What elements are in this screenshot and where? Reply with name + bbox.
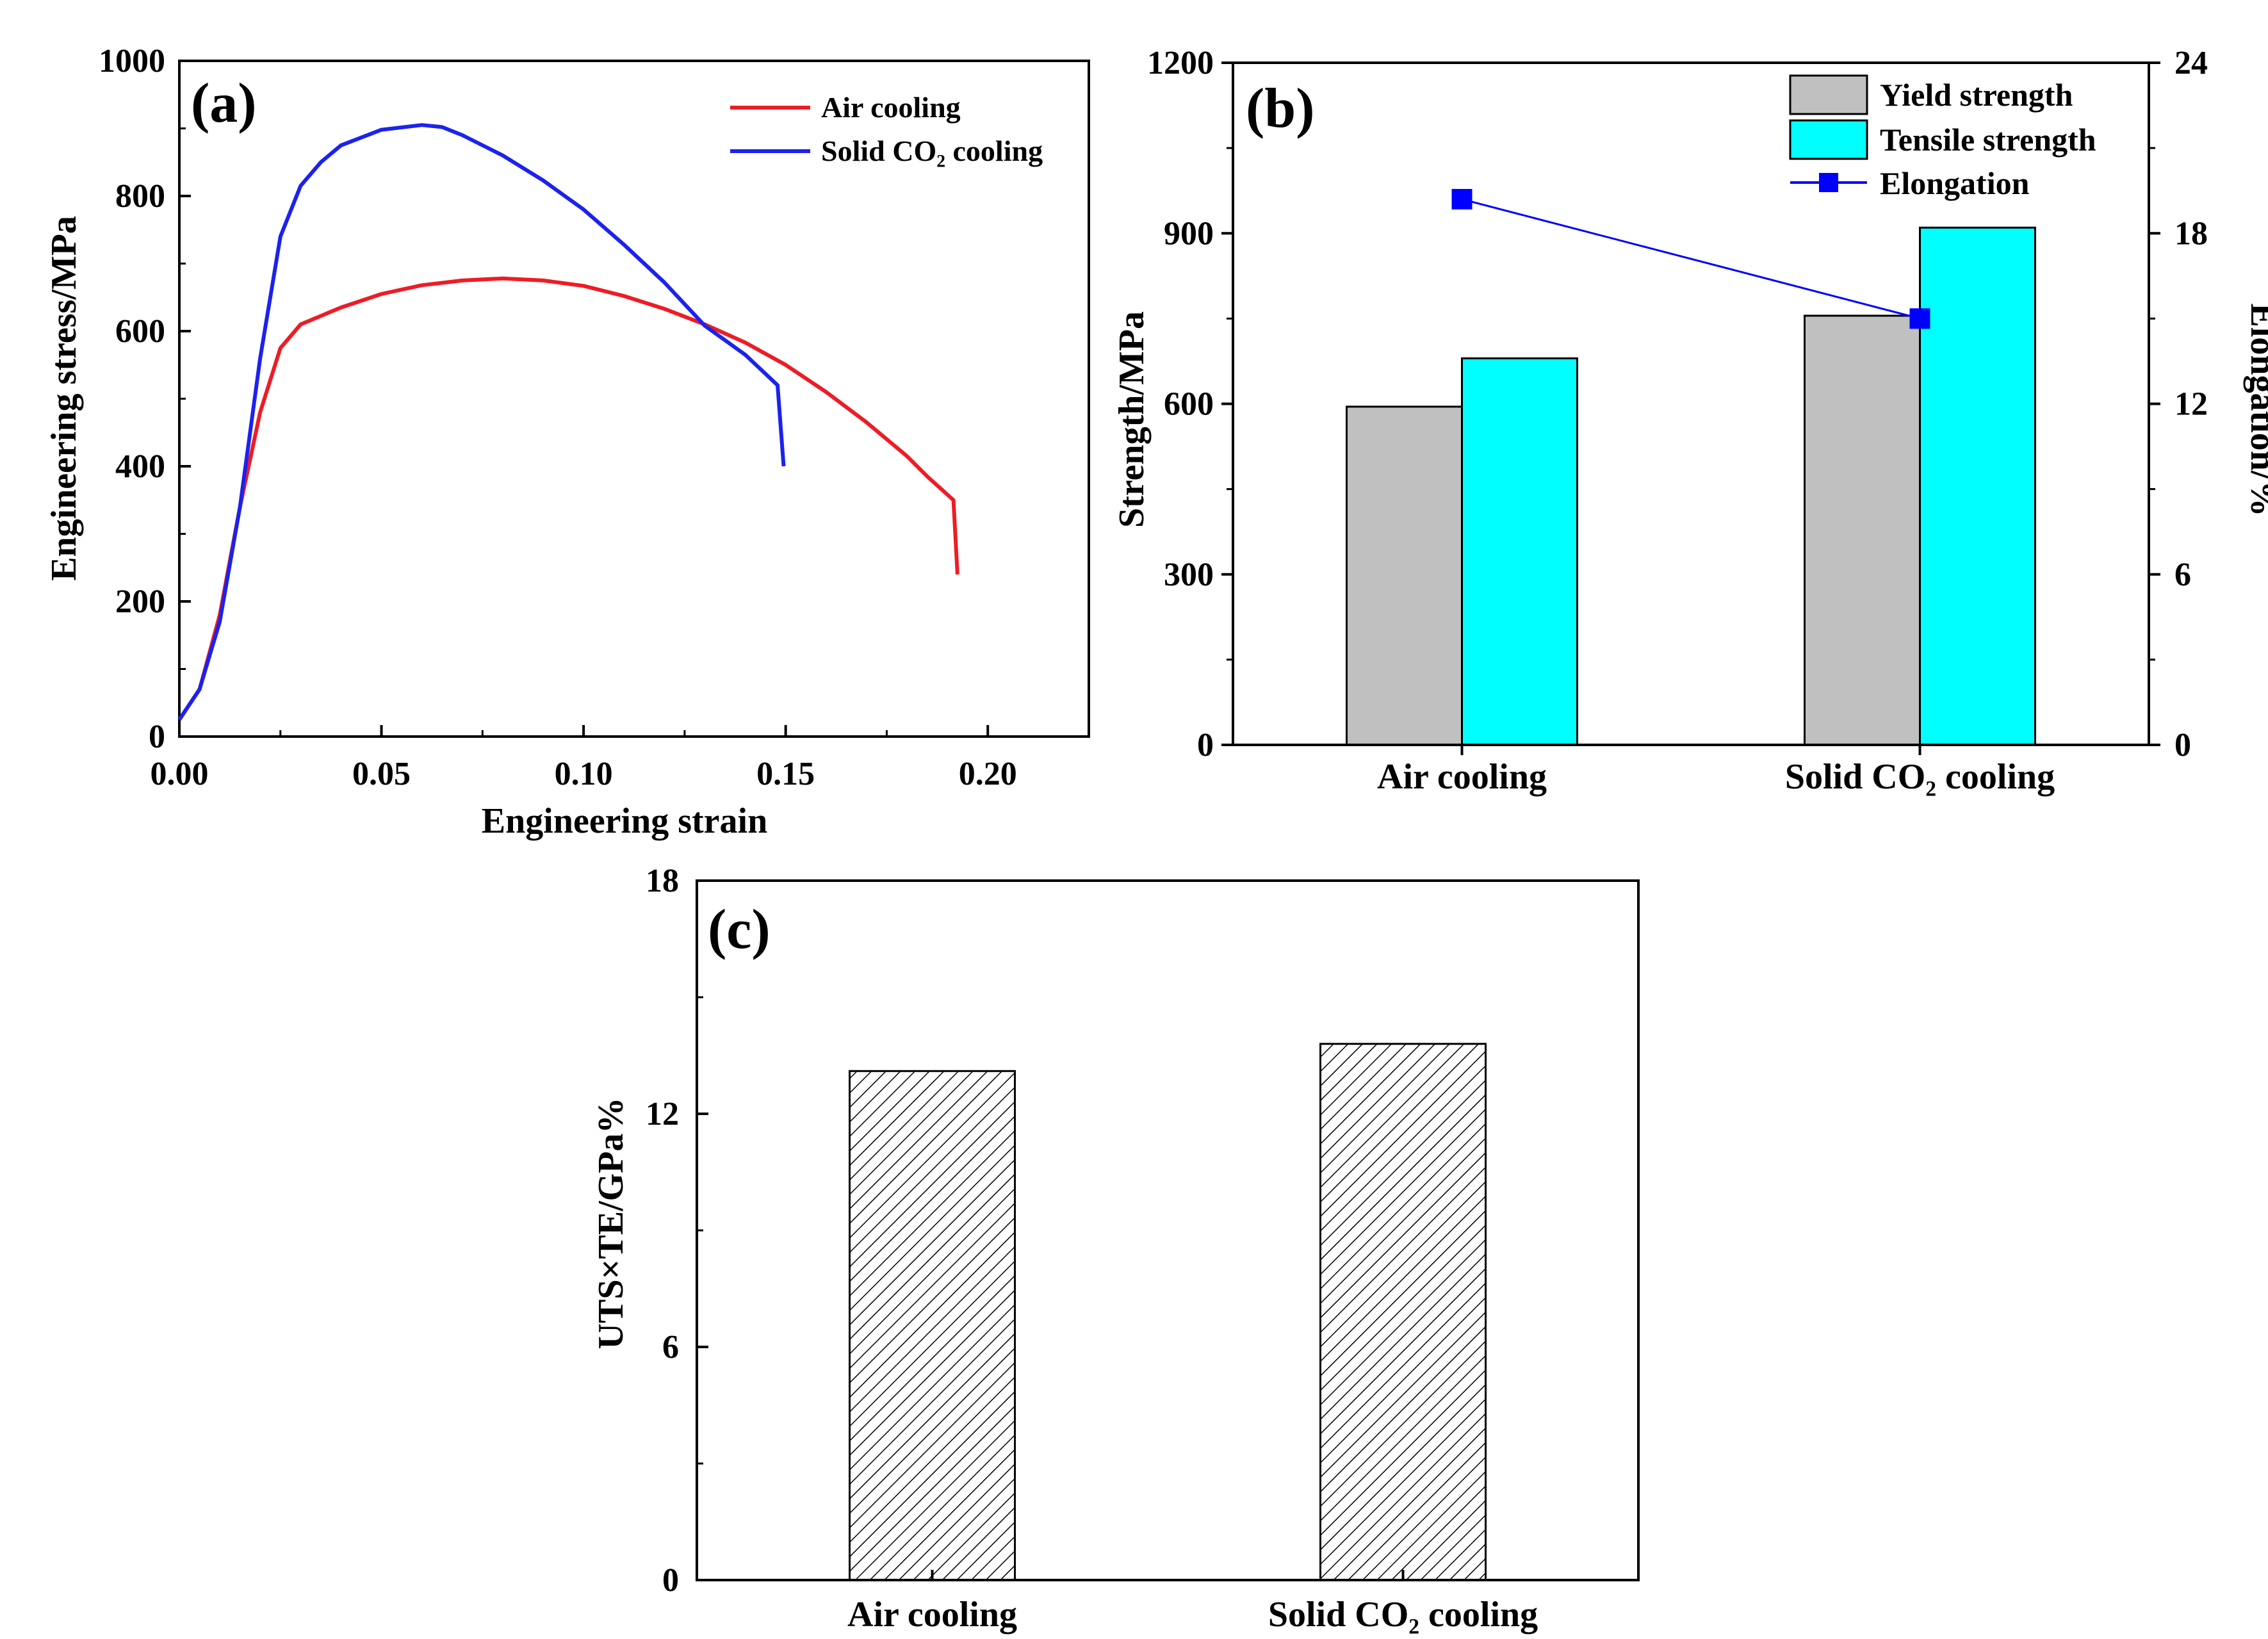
b-y2tick-label-24: 24 xyxy=(2174,45,2208,81)
a-ytick-label-400: 400 xyxy=(115,448,165,485)
c-ytick-label-18: 18 xyxy=(646,863,679,899)
c-category-label-solid-co-cooling: Solid CO₂ cooling xyxy=(1268,1595,1538,1635)
panel-b-right-y-ticks: 0 6 12 18 24 xyxy=(2149,45,2208,763)
panel-a-x-axis-label: Engineering strain xyxy=(482,801,767,841)
panel-b-bar-chart: 0 300 600 900 1200 0 6 12 18 24 Air cooling Solid… xyxy=(1112,45,2268,797)
panel-b-legend: Yield strength Tensile strength Elongati… xyxy=(1789,74,2096,201)
b-ytick-label-600: 600 xyxy=(1164,386,1214,423)
panel-b-bars xyxy=(1346,226,2036,746)
panel-a-y-ticks: 0 200 400 600 800 1000 xyxy=(99,43,191,755)
panel-c-label: (c) xyxy=(708,899,771,961)
panel-c-plot-frame xyxy=(696,879,1640,1581)
b-ytick-label-0: 0 xyxy=(1197,727,1214,763)
b-ytick-label-900: 900 xyxy=(1164,215,1214,252)
b-category-label-air-cooling: Air cooling xyxy=(1377,757,1547,797)
a-xtick-label-0.00: 0.00 xyxy=(151,756,209,792)
a-ytick-label-0: 0 xyxy=(149,719,165,755)
a-ytick-label-200: 200 xyxy=(115,583,165,620)
elongation-marker-air-cooling xyxy=(1451,189,1473,209)
panel-b-y2-axis-label: Elongation/% xyxy=(2243,304,2268,517)
legend-air-cooling-label: Air cooling xyxy=(821,91,961,124)
panel-a-legend: Air cooling Solid CO₂ cooling xyxy=(730,91,1043,167)
b-category-label-solid-co-cooling: Solid CO₂ cooling xyxy=(1785,757,2055,797)
panel-c-y-ticks: 0 6 12 18 xyxy=(646,863,708,1599)
c-ytick-label-12: 12 xyxy=(646,1096,679,1132)
a-ytick-label-600: 600 xyxy=(115,313,165,350)
panel-b-y-axis-label: Strength/MPa xyxy=(1112,311,1152,528)
legend-solid-co2-label: Solid CO₂ cooling xyxy=(821,135,1043,167)
b-y2tick-label-12: 12 xyxy=(2174,386,2208,423)
c-ytick-label-6: 6 xyxy=(662,1329,679,1366)
elongation-marker-solid-co-cooling xyxy=(1909,308,1930,329)
bar-uts-te-solid-co-cooling xyxy=(1319,1043,1487,1581)
panel-b-elongation-series xyxy=(1451,189,1930,329)
series-line-solid-co-cooling xyxy=(177,123,786,721)
bar-yield-strength-solid-co-cooling xyxy=(1804,314,1921,746)
series-line-elongation xyxy=(1462,198,1920,320)
legend-tensile-strength-swatch xyxy=(1789,119,1868,160)
panel-a-y-axis-label: Engineering stress/MPa xyxy=(44,216,84,581)
panel-a-line-chart: 0 200 400 600 800 1000 0.00 0.05 0.10 0.15 0.20 (… xyxy=(44,43,1090,841)
legend-yield-strength-label: Yield strength xyxy=(1880,77,2073,113)
legend-tensile-strength-label: Tensile strength xyxy=(1880,122,2096,158)
panel-b-left-y-ticks: 0 300 600 900 1200 xyxy=(1147,45,1233,763)
bar-yield-strength-air-cooling xyxy=(1346,405,1463,746)
b-y2tick-label-0: 0 xyxy=(2174,727,2191,763)
panel-a-label: (a) xyxy=(191,72,257,135)
bar-uts-te-air-cooling xyxy=(849,1070,1016,1581)
legend-elongation-marker xyxy=(1819,173,1838,192)
a-xtick-label-0.20: 0.20 xyxy=(959,756,1017,792)
b-ytick-label-1200: 1200 xyxy=(1147,45,1214,81)
a-xtick-label-0.05: 0.05 xyxy=(352,756,411,792)
panel-c-y-axis-label: UTS×TE/GPa% xyxy=(591,1098,631,1350)
legend-elongation-label: Elongation xyxy=(1880,165,2030,201)
panel-c-category-labels: Air cooling Solid CO₂ cooling xyxy=(847,1570,1538,1635)
bar-tensile-strength-solid-co-cooling xyxy=(1919,226,2036,746)
c-category-label-air-cooling: Air cooling xyxy=(847,1595,1017,1635)
series-line-air-cooling xyxy=(177,276,959,721)
legend-yield-strength-swatch xyxy=(1789,74,1868,115)
b-ytick-label-300: 300 xyxy=(1164,557,1214,593)
b-y2tick-label-18: 18 xyxy=(2174,215,2208,252)
c-ytick-label-0: 0 xyxy=(662,1562,679,1599)
panel-a-series xyxy=(177,123,959,721)
a-xtick-label-0.10: 0.10 xyxy=(555,756,613,792)
b-y2tick-label-6: 6 xyxy=(2174,557,2191,593)
a-xtick-label-0.15: 0.15 xyxy=(756,756,815,792)
panel-b-label: (b) xyxy=(1246,77,1315,140)
panel-a-x-ticks: 0.00 0.05 0.10 0.15 0.20 xyxy=(151,725,1090,792)
a-ytick-label-800: 800 xyxy=(115,178,165,215)
bar-tensile-strength-air-cooling xyxy=(1461,357,1578,746)
a-ytick-label-1000: 1000 xyxy=(99,43,165,79)
panel-b-category-labels: Air cooling Solid CO₂ cooling xyxy=(1377,745,2055,797)
panel-c-bars xyxy=(849,1043,1487,1581)
